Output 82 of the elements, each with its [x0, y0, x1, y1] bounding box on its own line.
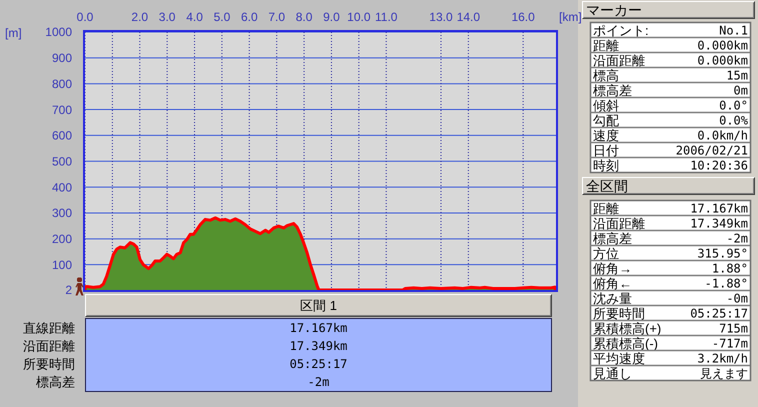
y-axis-title: [m]: [5, 26, 22, 40]
x-tick-label: 4.0: [186, 10, 204, 24]
x-tick-label: 0.0: [76, 10, 94, 24]
y-tick-label: 900: [52, 51, 72, 66]
text: 距離: [593, 38, 619, 54]
x-tick-label: 3.0: [158, 10, 176, 24]
text: 俯角←: [593, 276, 632, 292]
text: マーカー: [586, 2, 642, 18]
y-tick-label: 100: [52, 258, 72, 272]
text: 715m: [719, 322, 748, 336]
text: 標高: [593, 68, 619, 84]
text: 日付: [593, 143, 619, 158]
x-tick-label: 7.0: [268, 10, 286, 24]
text: 沿面距離: [593, 53, 645, 68]
y-tick-label: 400: [52, 180, 72, 194]
text: ポイント:: [593, 23, 649, 38]
x-tick-label: 5.0: [214, 10, 231, 24]
text: 距離: [593, 201, 619, 216]
text: No.1: [719, 24, 748, 38]
text: -0m: [726, 292, 748, 306]
text: 0.000km: [697, 38, 748, 53]
text: 平均速度: [593, 351, 645, 366]
y-tick-label: 500: [52, 154, 72, 168]
text: -717m: [712, 336, 748, 351]
text: 所要時間: [593, 306, 645, 322]
text: 17.349km: [690, 216, 748, 231]
text: 傾斜: [593, 98, 619, 114]
text: -1.88°: [704, 276, 748, 291]
text: 累積標高(-): [593, 336, 658, 352]
text: 見えます: [700, 366, 748, 381]
y-tick-label: 600: [52, 128, 72, 143]
x-tick-label: 8.0: [296, 10, 313, 24]
x-tick-label: 6.0: [240, 10, 258, 24]
text: 05:25:17: [290, 357, 348, 372]
y-tick-label: 300: [52, 206, 72, 220]
text: 累積標高(+): [593, 321, 662, 336]
text: 17.167km: [690, 202, 748, 216]
text: 3.2km/h: [697, 352, 748, 366]
text: 標高差: [593, 231, 632, 246]
text: 0m: [734, 84, 748, 98]
text: 所要時間: [23, 356, 75, 372]
text: 0.000km: [697, 54, 748, 68]
text: 0.0%: [719, 114, 749, 128]
text: 方位: [593, 246, 619, 262]
text: 17.167km: [290, 321, 348, 336]
x-tick-label: 10.0: [347, 10, 371, 24]
text: 沿面距離: [23, 338, 75, 354]
text: 標高差: [36, 374, 75, 390]
y-tick-label: 800: [52, 76, 72, 91]
text: 勾配: [593, 113, 619, 128]
x-tick-label: 16.0: [511, 10, 536, 24]
text: 標高差: [593, 83, 632, 98]
text: 沈み量: [593, 291, 632, 306]
x-axis-title: [km]: [559, 10, 582, 24]
x-tick-label: 13.0: [429, 10, 453, 24]
text: 17.349km: [290, 339, 348, 354]
text: 速度: [593, 128, 619, 144]
text: 2006/02/21: [676, 144, 748, 158]
y-tick-label: 200: [52, 232, 72, 246]
y-tick-label: 1000: [45, 25, 72, 40]
text: 0.0°: [719, 98, 748, 113]
text: 1.88°: [712, 262, 748, 276]
text: -2m: [308, 375, 330, 390]
text: 区間 1: [300, 298, 337, 314]
x-tick-label: 11.0: [374, 10, 398, 24]
text: 15m: [726, 68, 748, 83]
y-tick-label: 700: [52, 102, 72, 117]
text: 俯角→: [593, 261, 632, 276]
x-tick-label: 14.0: [456, 10, 480, 24]
text: 315.95°: [697, 246, 748, 261]
text: -2m: [726, 232, 748, 246]
x-tick-label: 9.0: [323, 10, 340, 24]
text: 05:25:17: [690, 306, 748, 321]
y-tick-label: 2: [65, 283, 72, 298]
text: 見通し: [593, 366, 632, 382]
text: 0.0km/h: [697, 128, 748, 143]
text: 10:20:36: [690, 158, 748, 173]
text: 全区間: [586, 178, 628, 194]
x-tick-label: 2.0: [131, 10, 148, 24]
text: 直線距離: [23, 320, 75, 336]
text: 時刻: [593, 158, 619, 174]
text: 沿面距離: [593, 216, 645, 232]
